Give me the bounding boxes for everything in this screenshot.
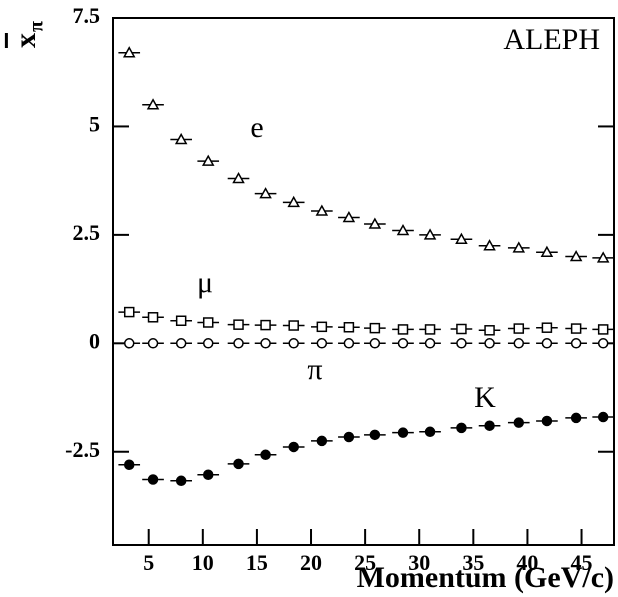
marker xyxy=(315,204,329,216)
x-tick-label: 15 xyxy=(246,550,268,575)
marker xyxy=(175,338,187,349)
plot-frame xyxy=(112,17,615,546)
x-tick-label: 5 xyxy=(143,550,154,575)
marker xyxy=(397,324,409,335)
series-label: μ xyxy=(197,266,213,299)
marker xyxy=(369,338,381,349)
marker xyxy=(343,431,355,443)
marker xyxy=(343,322,355,333)
marker xyxy=(343,338,355,349)
marker xyxy=(484,325,495,336)
y-tick-label: -2.5 xyxy=(65,437,100,462)
series-label: e xyxy=(250,111,263,144)
marker xyxy=(146,98,160,110)
marker xyxy=(512,241,526,253)
series-label: π xyxy=(307,353,322,386)
marker xyxy=(570,412,582,424)
marker xyxy=(369,322,381,334)
marker xyxy=(423,228,437,240)
y-tick-label: 5 xyxy=(89,111,100,136)
marker xyxy=(540,245,554,257)
marker xyxy=(259,187,272,199)
marker xyxy=(175,475,187,487)
x-tick-label: 30 xyxy=(408,550,430,575)
marker xyxy=(233,458,244,470)
marker xyxy=(396,223,410,236)
marker xyxy=(232,171,245,184)
x-tick-label: 40 xyxy=(516,550,538,575)
marker xyxy=(316,435,328,447)
series-label: K xyxy=(474,381,496,414)
y-axis-title: x π xyxy=(9,21,48,48)
marker xyxy=(202,338,214,349)
marker xyxy=(316,338,328,349)
marker xyxy=(342,210,356,223)
marker xyxy=(597,411,609,423)
marker xyxy=(202,469,214,480)
marker xyxy=(456,422,467,434)
marker xyxy=(147,474,159,485)
annotation: ALEPH xyxy=(503,23,600,56)
marker xyxy=(316,321,328,333)
marker xyxy=(123,459,135,471)
marker xyxy=(260,338,271,349)
marker xyxy=(233,338,244,349)
marker xyxy=(123,338,135,349)
marker xyxy=(174,132,188,145)
marker xyxy=(288,320,299,331)
x-tick-label: 20 xyxy=(300,550,322,575)
marker xyxy=(424,324,436,335)
y-axis-title-sub: π xyxy=(26,21,48,32)
marker xyxy=(424,426,436,438)
marker xyxy=(233,319,244,330)
marker xyxy=(260,319,271,331)
x-tick-label: 25 xyxy=(354,550,376,575)
marker xyxy=(513,323,525,334)
marker xyxy=(541,338,553,349)
marker xyxy=(541,415,553,427)
marker xyxy=(541,322,553,333)
marker xyxy=(455,232,468,244)
marker xyxy=(570,338,582,349)
marker xyxy=(569,250,583,262)
marker xyxy=(368,217,382,229)
marker xyxy=(288,441,299,453)
marker xyxy=(483,239,496,251)
marker xyxy=(287,195,300,208)
marker xyxy=(147,312,159,323)
marker xyxy=(597,338,609,349)
marker xyxy=(122,46,136,58)
marker xyxy=(147,338,159,349)
marker xyxy=(596,251,610,263)
x-tick-label: 35 xyxy=(462,550,484,575)
marker xyxy=(175,315,187,327)
marker xyxy=(513,338,525,349)
marker xyxy=(201,154,215,166)
marker xyxy=(369,429,381,441)
marker xyxy=(484,420,495,431)
x-tick-label: 10 xyxy=(192,550,214,575)
marker xyxy=(484,338,495,349)
marker xyxy=(597,324,609,335)
marker xyxy=(397,427,409,438)
marker xyxy=(513,417,525,428)
marker xyxy=(424,338,436,349)
marker xyxy=(202,317,214,328)
marker xyxy=(123,306,135,318)
x-tick-label: 45 xyxy=(571,550,593,575)
marker xyxy=(288,338,299,349)
y-tick-label: 2.5 xyxy=(73,220,101,245)
y-tick-label: 0 xyxy=(89,328,100,353)
y-tick-label: 7.5 xyxy=(73,3,101,28)
marker xyxy=(456,323,467,335)
marker xyxy=(456,338,467,349)
marker xyxy=(260,449,271,461)
y-axis-title-main: x xyxy=(9,33,42,48)
marker xyxy=(570,323,582,334)
x-axis-title: Momentum (GeV/c) xyxy=(357,561,614,594)
marker xyxy=(397,338,409,349)
